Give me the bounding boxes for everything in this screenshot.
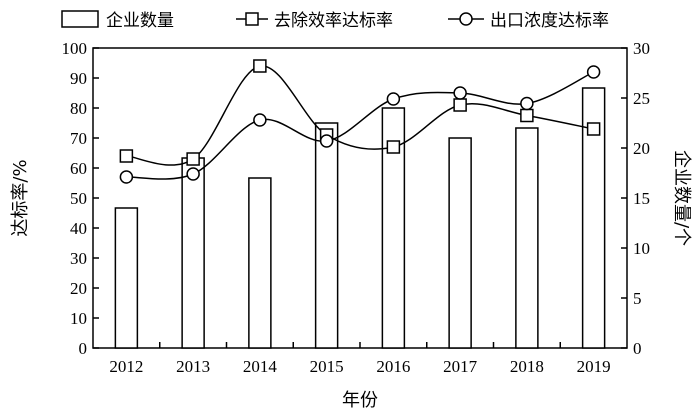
x-axis: 2012 2013 2014 2015 2016 2017 2018 2019 bbox=[109, 342, 611, 376]
point-removal-rate-2016 bbox=[386, 140, 401, 154]
bar-2013 bbox=[181, 157, 205, 349]
x-tick-label-2012: 2012 bbox=[109, 357, 143, 376]
left-axis-title: 达标率/% bbox=[10, 159, 31, 236]
right-tick-label-25: 25 bbox=[633, 89, 650, 108]
x-tick-label-2013: 2013 bbox=[176, 357, 210, 376]
legend: 企业数量 去除效率达标率 出口浓度达标率 bbox=[61, 10, 609, 31]
point-outlet-rate-2016 bbox=[386, 92, 401, 106]
point-removal-rate-2019 bbox=[586, 122, 601, 136]
point-outlet-rate-2014 bbox=[253, 113, 267, 127]
bar-series bbox=[114, 87, 606, 349]
line-series-outlet-rate bbox=[126, 71, 594, 180]
left-tick-label-100: 100 bbox=[62, 39, 88, 58]
legend-marker-circle bbox=[459, 12, 473, 26]
legend-swatch-bar bbox=[61, 10, 99, 28]
point-removal-rate-2018 bbox=[520, 108, 534, 123]
right-tick-label-0: 0 bbox=[633, 339, 642, 358]
point-outlet-rate-2017 bbox=[453, 86, 467, 100]
bar-2012 bbox=[114, 207, 139, 349]
bar-2016 bbox=[381, 107, 406, 349]
bar-2019 bbox=[581, 87, 606, 349]
bar-2018 bbox=[515, 127, 539, 349]
legend-label-line-circle: 出口浓度达标率 bbox=[490, 11, 609, 31]
left-tick-label-40: 40 bbox=[70, 219, 87, 238]
right-axis: 0 5 10 15 20 25 30 bbox=[621, 39, 650, 358]
left-tick-label-50: 50 bbox=[70, 189, 87, 208]
point-outlet-rate-2019 bbox=[586, 65, 601, 79]
line-series-group bbox=[126, 65, 594, 180]
right-tick-label-20: 20 bbox=[633, 139, 650, 158]
right-tick-label-15: 15 bbox=[633, 189, 650, 208]
right-axis-title: 企业数量/个 bbox=[671, 150, 692, 246]
left-tick-label-90: 90 bbox=[70, 69, 87, 88]
x-tick-label-2014: 2014 bbox=[243, 357, 278, 376]
right-tick-label-10: 10 bbox=[633, 239, 650, 258]
x-tick-label-2015: 2015 bbox=[310, 357, 344, 376]
bar-2014 bbox=[248, 177, 272, 349]
point-removal-rate-2014 bbox=[253, 59, 267, 73]
point-removal-rate-2017 bbox=[453, 98, 467, 112]
left-tick-label-10: 10 bbox=[70, 309, 87, 328]
x-axis-title: 年份 bbox=[342, 390, 378, 411]
x-tick-label-2018: 2018 bbox=[510, 357, 544, 376]
left-tick-label-30: 30 bbox=[70, 249, 87, 268]
marker-group bbox=[119, 59, 601, 184]
point-outlet-rate-2012 bbox=[119, 170, 134, 184]
legend-label-bar: 企业数量 bbox=[106, 11, 174, 31]
x-tick-label-2016: 2016 bbox=[376, 357, 410, 376]
bar-2017 bbox=[448, 137, 472, 349]
left-axis: 0 10 20 30 40 50 60 70 80 90 100 bbox=[62, 39, 99, 358]
right-tick-label-5: 5 bbox=[633, 289, 642, 308]
point-outlet-rate-2013 bbox=[186, 167, 200, 181]
bar-2015 bbox=[314, 122, 339, 349]
point-removal-rate-2013 bbox=[186, 152, 200, 166]
point-removal-rate-2012 bbox=[119, 149, 134, 163]
x-tick-label-2017: 2017 bbox=[443, 357, 478, 376]
left-tick-label-70: 70 bbox=[70, 129, 87, 148]
left-tick-label-80: 80 bbox=[70, 99, 87, 118]
left-tick-label-60: 60 bbox=[70, 159, 87, 178]
legend-marker-square bbox=[245, 12, 259, 26]
x-tick-label-2019: 2019 bbox=[577, 357, 611, 376]
right-tick-label-30: 30 bbox=[633, 39, 650, 58]
left-tick-label-0: 0 bbox=[79, 339, 88, 358]
point-outlet-rate-2015 bbox=[319, 134, 334, 148]
legend-label-line-square: 去除效率达标率 bbox=[274, 11, 393, 31]
left-tick-label-20: 20 bbox=[70, 279, 87, 298]
line-series-removal-rate bbox=[126, 65, 594, 166]
point-outlet-rate-2018 bbox=[520, 96, 534, 111]
plot-frame bbox=[92, 47, 628, 349]
